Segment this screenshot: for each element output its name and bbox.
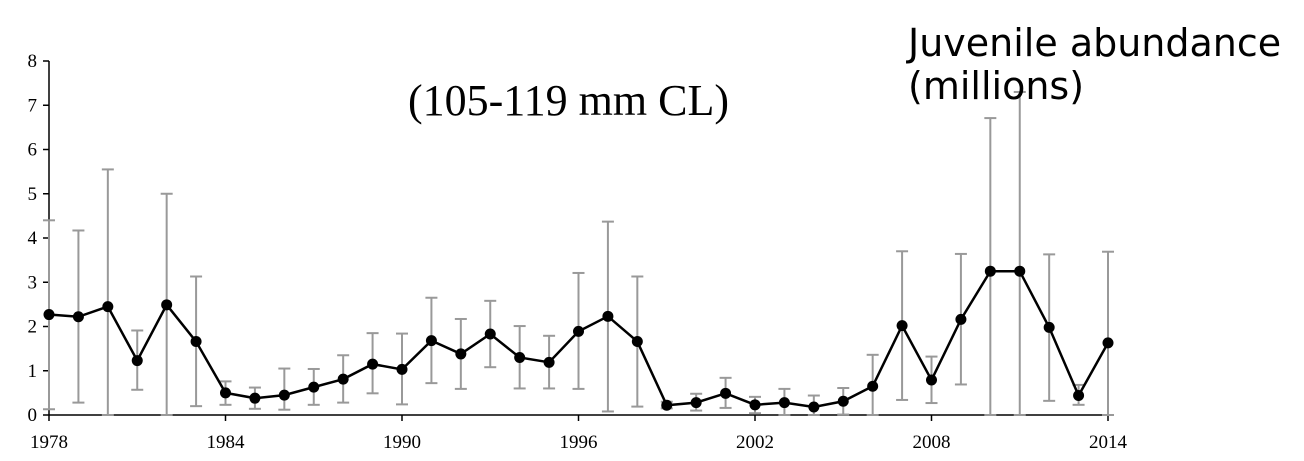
- x-tick-label: 2002: [736, 432, 774, 453]
- data-point: [661, 399, 673, 411]
- data-point: [896, 320, 908, 332]
- data-point: [455, 348, 467, 360]
- x-tick-label: 2008: [913, 432, 951, 453]
- data-point: [749, 399, 761, 411]
- y-tick-label: 2: [28, 317, 38, 338]
- y-tick-label: 3: [28, 272, 38, 293]
- data-point: [602, 310, 614, 322]
- data-point: [955, 313, 967, 325]
- data-point: [1073, 390, 1085, 402]
- series-group: [43, 265, 1114, 413]
- data-point: [837, 395, 849, 407]
- x-tick-label: 2014: [1089, 432, 1128, 453]
- x-tick-label: 1978: [30, 432, 68, 453]
- y-tick-label: 0: [28, 405, 38, 426]
- data-point: [720, 387, 732, 399]
- chart-subtitle: (105-119 mm CL): [408, 76, 729, 125]
- data-point: [573, 325, 584, 337]
- data-point: [808, 401, 820, 413]
- x-tick-label: 1984: [207, 432, 246, 453]
- data-point: [543, 356, 555, 368]
- data-point: [43, 309, 55, 321]
- chart-title-line-2: (millions): [908, 64, 1084, 108]
- x-tick-label: 1996: [560, 432, 598, 453]
- y-tick-label: 4: [28, 228, 38, 249]
- data-point: [1102, 337, 1114, 349]
- data-point: [778, 397, 790, 409]
- error-bars: [43, 90, 1114, 416]
- data-point: [396, 363, 408, 375]
- x-tick-label: 1990: [383, 432, 421, 453]
- data-point: [367, 358, 379, 370]
- data-point: [514, 351, 526, 363]
- data-point: [278, 389, 290, 401]
- data-point: [1014, 265, 1026, 277]
- data-point: [308, 381, 320, 393]
- y-tick-label: 5: [28, 184, 38, 205]
- data-point: [131, 355, 143, 367]
- data-point: [690, 397, 702, 409]
- data-point: [102, 301, 114, 313]
- y-tick-label: 8: [28, 51, 38, 72]
- data-point: [72, 311, 84, 323]
- data-point: [631, 336, 643, 348]
- y-tick-label: 1: [28, 361, 38, 382]
- data-point: [926, 374, 937, 386]
- y-tick-label: 7: [28, 95, 38, 116]
- data-point: [425, 335, 437, 347]
- data-point: [161, 299, 173, 311]
- data-point: [249, 392, 261, 404]
- data-point: [190, 336, 202, 348]
- data-point: [220, 387, 231, 399]
- y-tick-label: 6: [28, 140, 38, 161]
- data-point: [337, 373, 349, 385]
- data-point: [867, 380, 879, 392]
- tick-labels: 0 1 2 3 4 5 6 7 8 1978 1984 1990 1996 2002 2008 2014: [28, 51, 1128, 453]
- data-point: [484, 328, 496, 340]
- chart-title-line-1: Juvenile abundance: [906, 21, 1281, 65]
- data-point: [1043, 321, 1055, 333]
- data-point: [984, 265, 996, 277]
